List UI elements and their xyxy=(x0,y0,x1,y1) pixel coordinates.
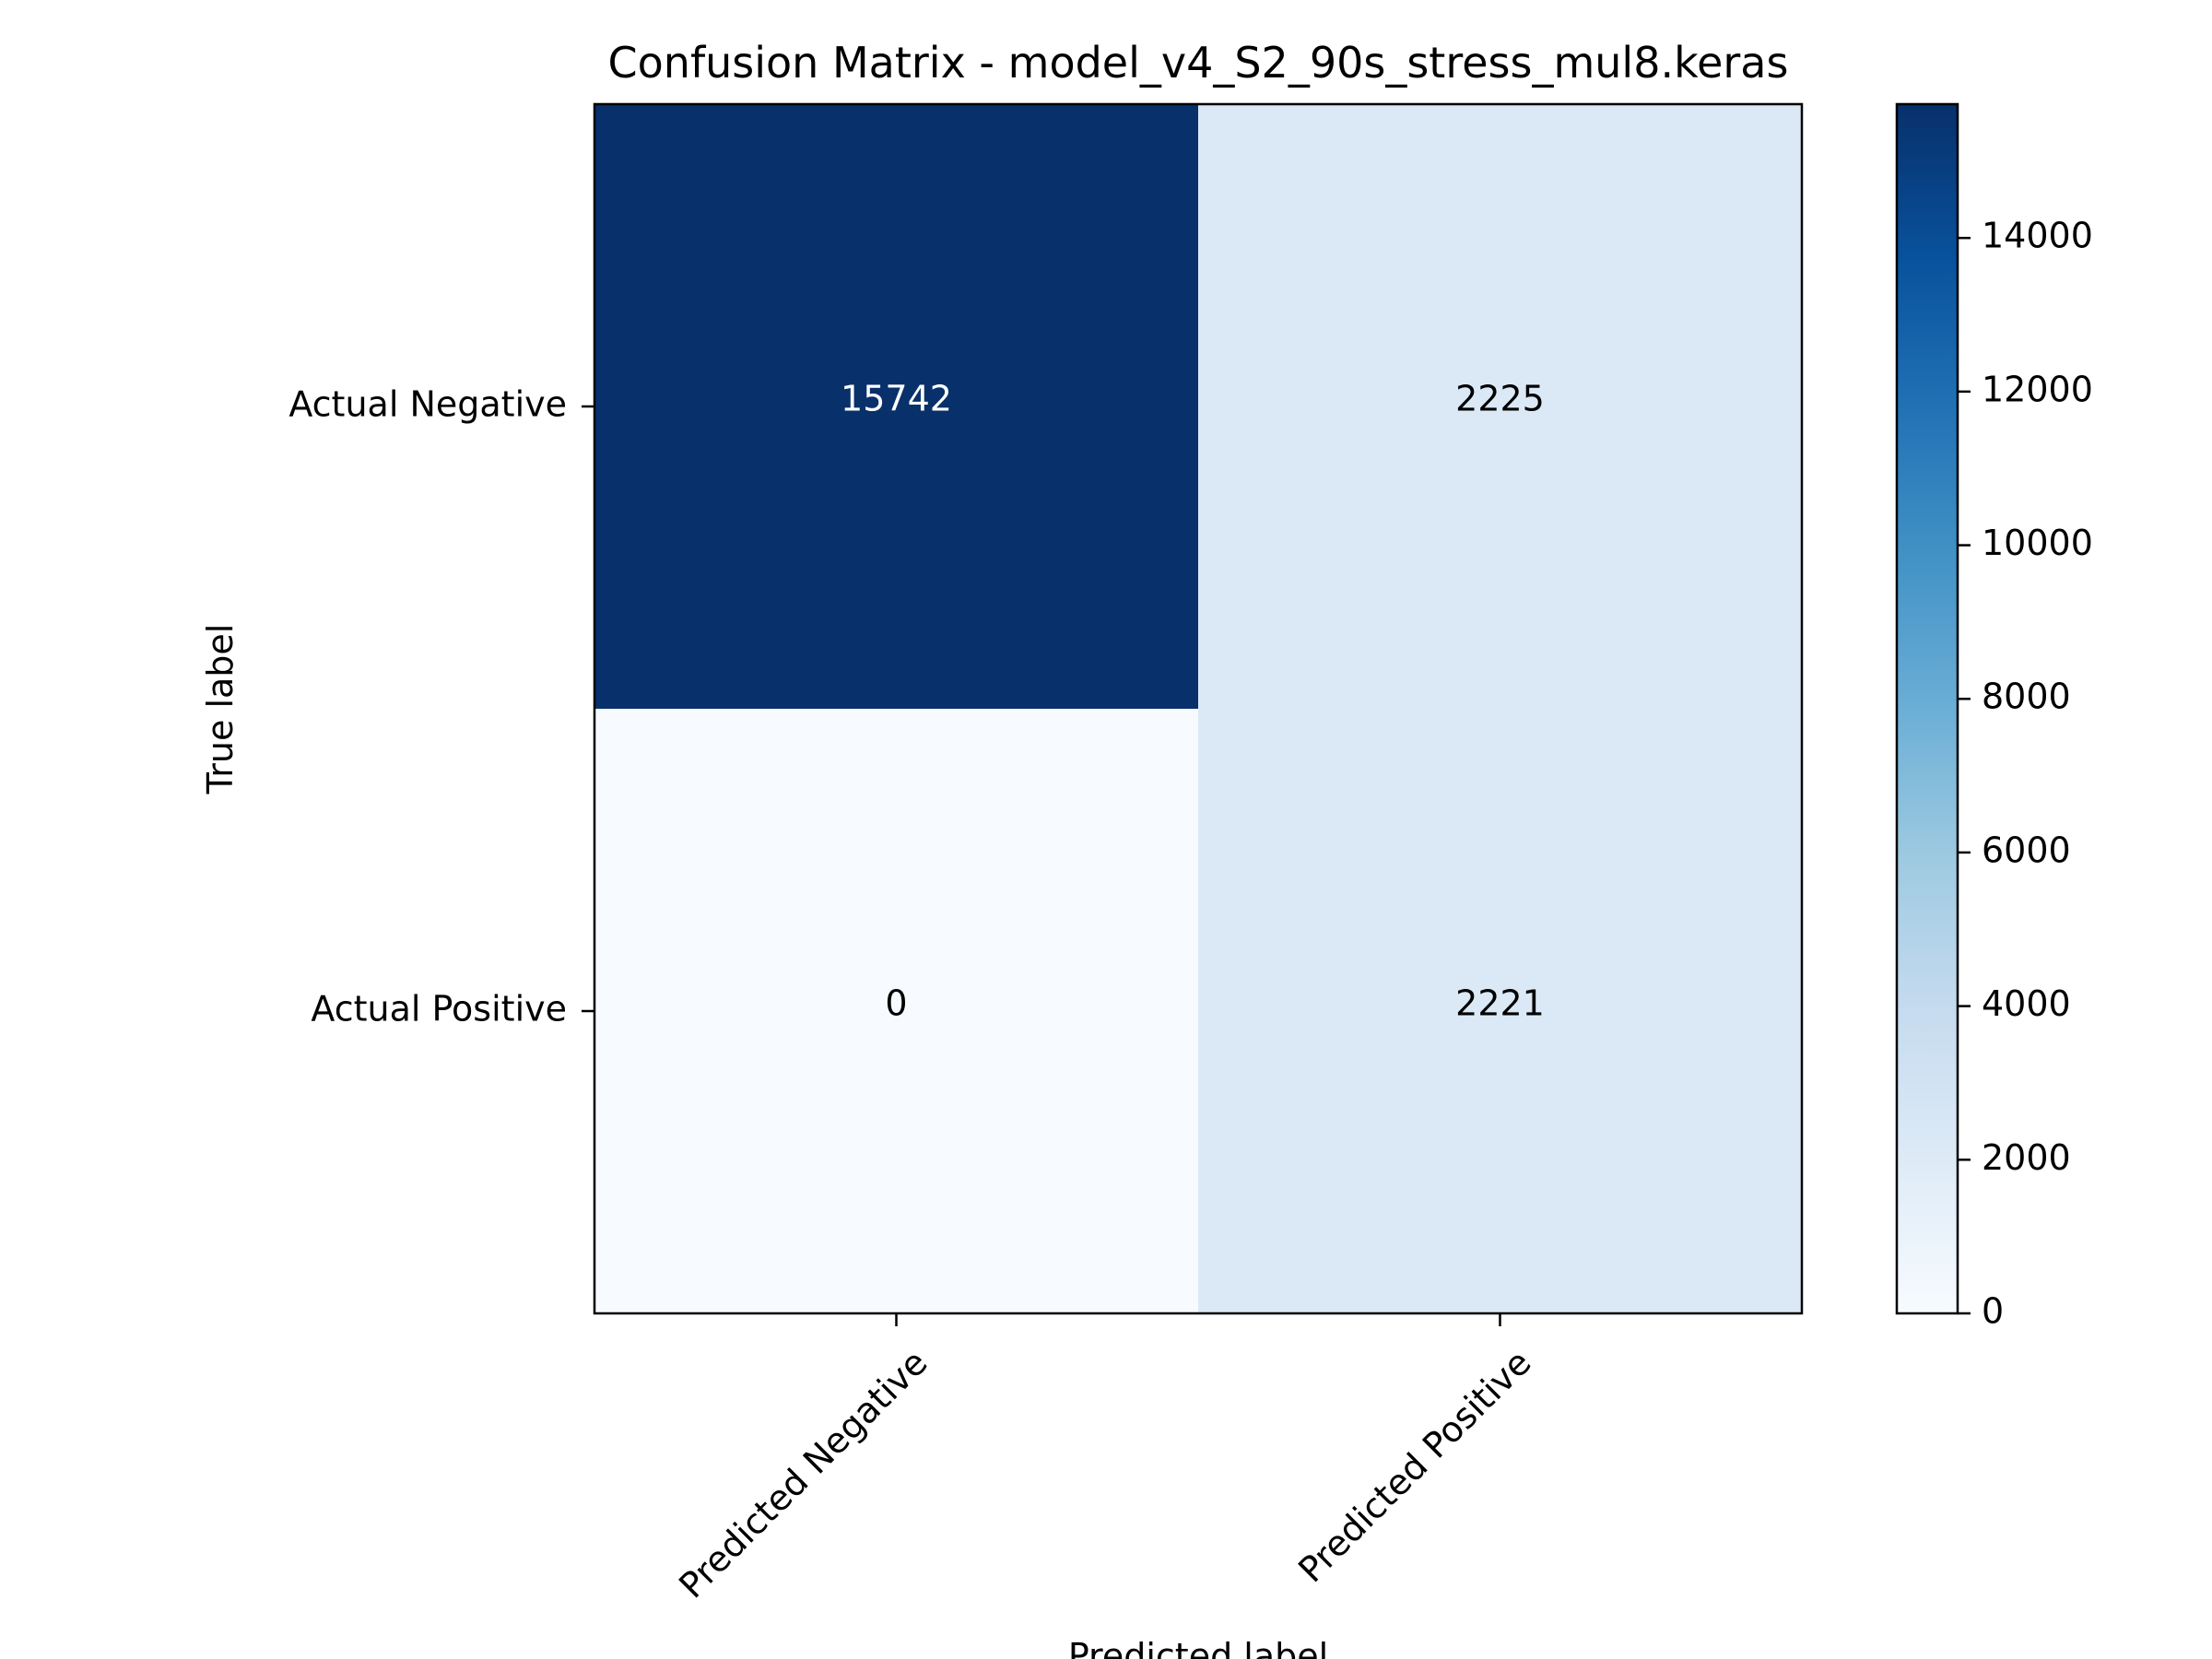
x-tick-label-1: Predicted Positive xyxy=(1290,1342,1538,1590)
colorbar-ticks: 0 2000 4000 6000 8000 10000 12000 14000 xyxy=(1958,216,2093,1332)
x-axis: Predicted Negative Predicted Positive xyxy=(671,1313,1539,1606)
matrix-cell-r0-c0 xyxy=(594,104,1198,709)
colorbar-tick-label-3: 6000 xyxy=(1982,830,2071,870)
matrix-cell-labels: 15742 2225 0 2221 xyxy=(841,379,1545,1024)
matrix-cells xyxy=(594,104,1802,1313)
y-axis: Actual Negative Actual Positive xyxy=(288,384,594,1030)
colorbar-tick-label-6: 12000 xyxy=(1982,369,2093,409)
colorbar-tick-label-5: 10000 xyxy=(1982,523,2093,563)
cell-value-r1-c0: 0 xyxy=(885,983,907,1024)
cell-value-r0-c0: 15742 xyxy=(841,379,952,419)
matrix-cell-r1-c0 xyxy=(594,709,1198,1313)
matrix-frame xyxy=(593,102,1804,1315)
colorbar-gradient xyxy=(1895,102,1959,1315)
chart-title: Confusion Matrix - model_v4_S2_90s_stres… xyxy=(608,38,1789,88)
matrix-cell-r0-c1 xyxy=(1198,104,1802,709)
colorbar-tick-label-1: 2000 xyxy=(1982,1137,2071,1178)
x-axis-label: Predicted label xyxy=(1068,1636,1328,1659)
x-tick-label-0: Predicted Negative xyxy=(671,1342,935,1606)
colorbar-tick-label-7: 14000 xyxy=(1982,216,2093,256)
y-axis-label: True label xyxy=(200,624,241,795)
cell-value-r0-c1: 2225 xyxy=(1455,379,1545,419)
cell-value-r1-c1: 2221 xyxy=(1455,983,1545,1024)
colorbar-tick-label-4: 8000 xyxy=(1982,677,2071,717)
colorbar: 0 2000 4000 6000 8000 10000 12000 14000 xyxy=(1895,102,2093,1332)
y-tick-label-0: Actual Negative xyxy=(288,384,567,425)
matrix-cell-r1-c1 xyxy=(1198,709,1802,1313)
y-tick-label-1: Actual Positive xyxy=(311,989,567,1030)
colorbar-tick-label-2: 4000 xyxy=(1982,983,2071,1024)
colorbar-tick-label-0: 0 xyxy=(1982,1291,2004,1332)
